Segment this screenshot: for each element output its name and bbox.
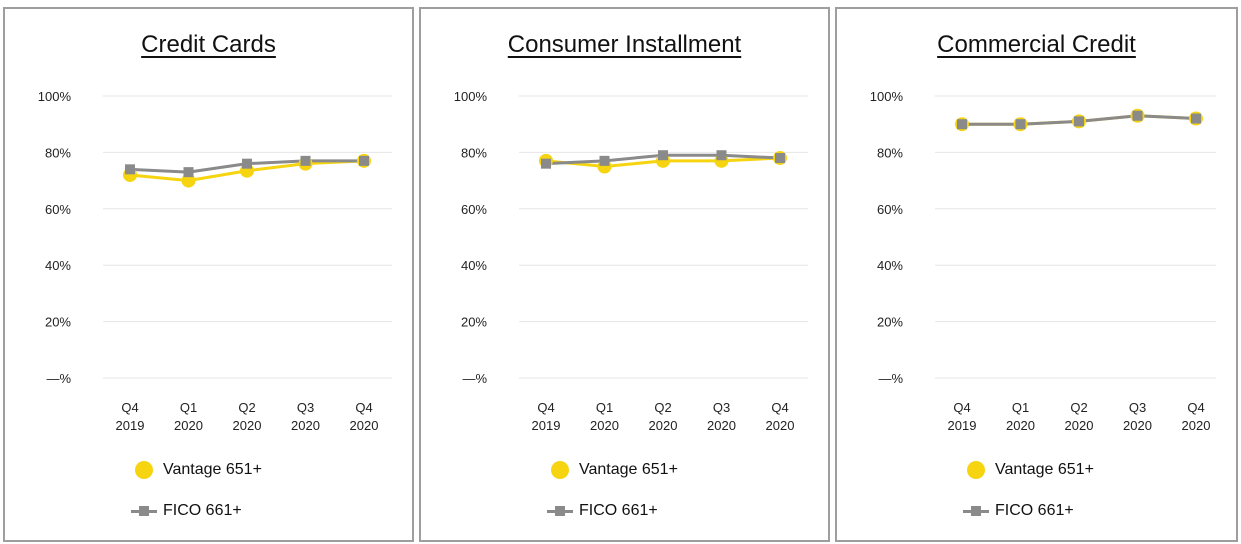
chart-panel-consumer-installment: Consumer Installment 100% 80% 60% 40% 20% —% Q… (419, 7, 830, 542)
legend-marker-circle-icon (967, 461, 985, 479)
x-tick-label: Q2 (238, 400, 255, 415)
x-tick-label: 2020 (1006, 418, 1035, 433)
x-tick-label: 2020 (1065, 418, 1094, 433)
legend-label: Vantage 651+ (163, 461, 262, 478)
data-point-fico (957, 119, 967, 130)
y-tick-label: 60% (461, 202, 487, 217)
y-tick-label: 20% (877, 315, 903, 330)
legend-label: Vantage 651+ (995, 461, 1094, 478)
y-tick-label: 20% (45, 315, 71, 330)
data-point-fico (183, 167, 194, 178)
y-tick-label: —% (46, 371, 71, 386)
y-tick-label: 60% (877, 202, 903, 217)
chart-title: Credit Cards (5, 31, 412, 59)
data-point-fico (1132, 110, 1143, 121)
x-tick-label: Q1 (596, 400, 613, 415)
legend-marker-square-icon (555, 506, 565, 516)
y-tick-label: 80% (45, 145, 71, 160)
x-tick-label: 2020 (1123, 418, 1152, 433)
x-tick-label: 2020 (233, 418, 262, 433)
legend-label: FICO 661+ (995, 502, 1074, 519)
y-tick-label: 40% (45, 258, 71, 273)
y-tick-label: —% (462, 371, 487, 386)
legend-marker-circle-icon (135, 461, 153, 479)
x-tick-label: Q4 (1187, 400, 1204, 415)
chart-title: Commercial Credit (837, 31, 1236, 59)
x-tick-label: 2020 (1182, 418, 1211, 433)
data-point-fico (1015, 119, 1026, 130)
data-point-fico (359, 155, 369, 166)
x-tick-label: 2020 (291, 418, 320, 433)
y-tick-label: 80% (877, 145, 903, 160)
chart-plot: 100% 80% 60% 40% 20% —% Q4 2019 Q1 2020 Q2 2020 Q3 20… (38, 89, 392, 433)
x-tick-label: 2019 (532, 418, 561, 433)
y-tick-label: —% (878, 371, 903, 386)
x-tick-label: Q4 (355, 400, 372, 415)
data-point-fico (775, 153, 785, 164)
x-tick-label: Q3 (713, 400, 730, 415)
y-tick-label: 60% (45, 202, 71, 217)
chart-title-text: Credit Cards (141, 31, 276, 58)
x-tick-label: 2020 (350, 418, 379, 433)
legend-label: FICO 661+ (579, 502, 658, 519)
y-tick-label: 100% (870, 89, 904, 104)
legend-marker-square-icon (139, 506, 149, 516)
data-point-fico (242, 158, 252, 169)
y-tick-label: 100% (454, 89, 488, 104)
chart-plot: 100% 80% 60% 40% 20% —% Q4 2019 Q1 2020 Q2 2020 Q3 20… (454, 89, 808, 433)
chart-title-text: Commercial Credit (937, 31, 1136, 58)
data-point-fico (658, 150, 668, 161)
x-tick-label: 2019 (948, 418, 977, 433)
x-tick-label: Q1 (1012, 400, 1029, 415)
data-point-fico (716, 150, 727, 161)
x-tick-label: 2020 (649, 418, 678, 433)
y-tick-label: 80% (461, 145, 487, 160)
data-point-fico (1191, 113, 1201, 124)
data-point-fico (541, 158, 551, 169)
chart-plot: 100% 80% 60% 40% 20% —% Q4 2019 Q1 2020 Q2 2020 Q3 20… (870, 89, 1216, 433)
chart-title: Consumer Installment (421, 31, 828, 59)
chart-panel-commercial-credit: Commercial Credit 100% 80% 60% 40% 20% —% Q4 20… (835, 7, 1238, 542)
x-tick-label: Q4 (771, 400, 788, 415)
x-tick-label: 2020 (174, 418, 203, 433)
x-tick-label: 2020 (766, 418, 795, 433)
x-tick-label: Q1 (180, 400, 197, 415)
x-tick-label: 2020 (590, 418, 619, 433)
x-tick-label: 2020 (707, 418, 736, 433)
y-tick-label: 20% (461, 315, 487, 330)
x-tick-label: Q4 (953, 400, 970, 415)
x-tick-label: Q3 (1129, 400, 1146, 415)
x-tick-label: Q2 (1070, 400, 1087, 415)
chart-title-text: Consumer Installment (507, 31, 742, 58)
legend-label: FICO 661+ (163, 502, 242, 519)
x-tick-label: Q2 (654, 400, 671, 415)
y-tick-label: 40% (461, 258, 487, 273)
x-tick-label: Q4 (121, 400, 138, 415)
x-tick-label: 2019 (116, 418, 145, 433)
y-tick-label: 100% (38, 89, 72, 104)
data-point-fico (125, 164, 135, 175)
data-point-fico (300, 155, 311, 166)
x-tick-label: Q3 (297, 400, 314, 415)
legend-label: Vantage 651+ (579, 461, 678, 478)
x-tick-label: Q4 (537, 400, 554, 415)
y-tick-label: 40% (877, 258, 903, 273)
chart-panel-credit-cards: Credit Cards 100% 80% 60% 40% 20% —% Q4 2019 Q1 2… (3, 7, 414, 542)
data-point-fico (599, 155, 610, 166)
legend-marker-square-icon (971, 506, 981, 516)
legend-marker-circle-icon (551, 461, 569, 479)
data-point-fico (1074, 116, 1084, 127)
